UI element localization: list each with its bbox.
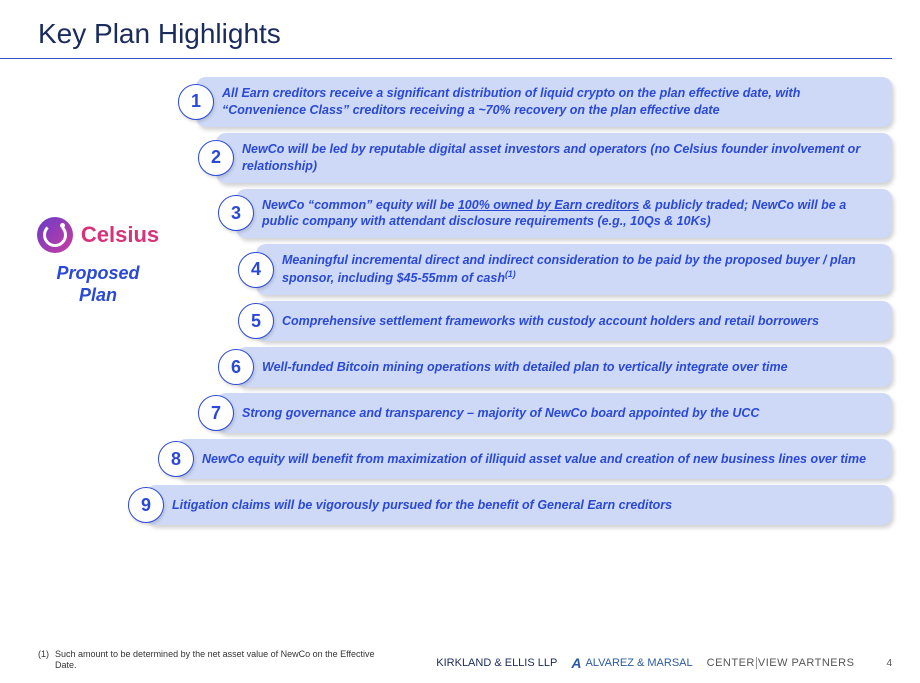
row-text: All Earn creditors receive a significant… xyxy=(196,77,892,127)
highlight-row: 3 NewCo “common” equity will be 100% own… xyxy=(218,189,892,239)
highlight-row: 8 NewCo equity will benefit from maximiz… xyxy=(158,439,892,479)
highlight-row: 2 NewCo will be led by reputable digital… xyxy=(198,133,892,183)
row-text: Well-funded Bitcoin mining operations wi… xyxy=(236,347,892,387)
footer-logos: KIRKLAND & ELLIS LLP A ALVAREZ & MARSAL … xyxy=(436,655,892,671)
row-number-badge: 5 xyxy=(238,303,274,339)
highlight-row: 9 Litigation claims will be vigorously p… xyxy=(128,485,892,525)
row-number-badge: 1 xyxy=(178,84,214,120)
divider-icon xyxy=(756,657,757,669)
row-text: NewCo “common” equity will be 100% owned… xyxy=(236,189,892,239)
row-number-badge: 2 xyxy=(198,140,234,176)
row-number-badge: 9 xyxy=(128,487,164,523)
footer: (1) Such amount to be determined by the … xyxy=(0,649,920,671)
plan-label-l1: Proposed xyxy=(56,263,139,283)
brand: Celsius xyxy=(37,217,159,253)
highlight-row: 7 Strong governance and transparency – m… xyxy=(198,393,892,433)
highlight-row: 5 Comprehensive settlement frameworks wi… xyxy=(238,301,892,341)
row-text: Comprehensive settlement frameworks with… xyxy=(256,301,892,341)
row-number-badge: 4 xyxy=(238,252,274,288)
highlight-row: 6 Well-funded Bitcoin mining operations … xyxy=(218,347,892,387)
row-text: NewCo will be led by reputable digital a… xyxy=(216,133,892,183)
footnote-text: Such amount to be determined by the net … xyxy=(55,649,378,671)
highlight-row: 1 All Earn creditors receive a significa… xyxy=(178,77,892,127)
highlights-list: 1 All Earn creditors receive a significa… xyxy=(178,77,892,531)
row-text: Meaningful incremental direct and indire… xyxy=(256,244,892,295)
row-text: Litigation claims will be vigorously pur… xyxy=(146,485,892,525)
cv-a: CENTER xyxy=(707,657,755,669)
footnote: (1) Such amount to be determined by the … xyxy=(38,649,378,671)
highlight-row: 4 Meaningful incremental direct and indi… xyxy=(238,244,892,295)
row-text: NewCo equity will benefit from maximizat… xyxy=(176,439,892,479)
cv-b: VIEW PARTNERS xyxy=(758,657,855,669)
brand-name: Celsius xyxy=(81,222,159,248)
main-layout: Celsius Proposed Plan 1 All Earn credito… xyxy=(0,59,920,531)
plan-label-l2: Plan xyxy=(79,285,117,305)
kirkland-ellis-logo: KIRKLAND & ELLIS LLP xyxy=(436,657,557,669)
am-mark-icon: A xyxy=(571,655,581,671)
plan-label: Proposed Plan xyxy=(56,263,139,306)
row-text-pre: Meaningful incremental direct and indire… xyxy=(282,253,856,285)
am-text: ALVAREZ & MARSAL xyxy=(585,657,692,669)
footnote-number: (1) xyxy=(38,649,49,671)
page-title: Key Plan Highlights xyxy=(0,0,892,59)
row-number-badge: 8 xyxy=(158,441,194,477)
centerview-logo: CENTERVIEW PARTNERS xyxy=(707,657,855,669)
celsius-logo-icon xyxy=(37,217,73,253)
row-text-underline: 100% owned by Earn creditors xyxy=(458,198,639,212)
row-text: Strong governance and transparency – maj… xyxy=(216,393,892,433)
row-number-badge: 6 xyxy=(218,349,254,385)
left-column: Celsius Proposed Plan xyxy=(18,77,178,531)
row-text-sup: (1) xyxy=(505,269,516,279)
alvarez-marsal-logo: A ALVAREZ & MARSAL xyxy=(571,655,692,671)
page-number: 4 xyxy=(886,658,892,669)
row-text-pre: NewCo “common” equity will be xyxy=(262,198,458,212)
row-number-badge: 7 xyxy=(198,395,234,431)
